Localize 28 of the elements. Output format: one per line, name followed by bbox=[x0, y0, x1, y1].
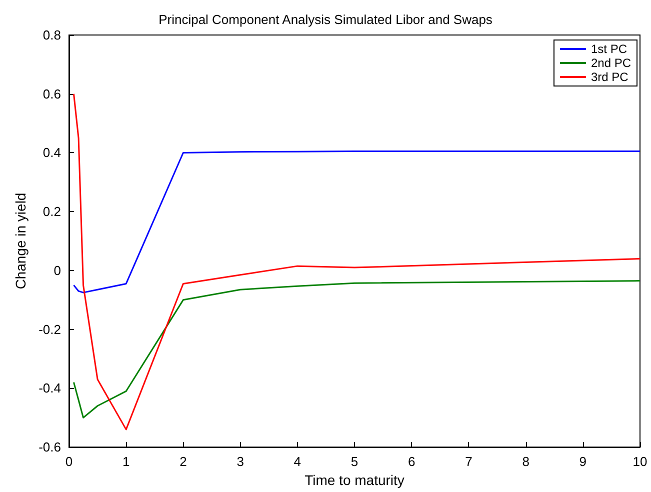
y-tick-label: 0.6 bbox=[42, 86, 61, 102]
line-series bbox=[72, 150, 641, 294]
x-tick-label: 8 bbox=[522, 454, 530, 470]
x-tick-label: 9 bbox=[579, 454, 587, 470]
x-tick-label: 6 bbox=[408, 454, 416, 470]
x-tick-label: 7 bbox=[465, 454, 472, 470]
x-tick-label: 4 bbox=[294, 454, 302, 470]
x-tick-label: 10 bbox=[632, 454, 648, 470]
y-tick-label: 0.4 bbox=[42, 145, 61, 160]
x-tick-label: 5 bbox=[350, 454, 358, 470]
line-series bbox=[72, 280, 641, 418]
legend-label: 3rd PC bbox=[590, 70, 629, 84]
y-axis-title: Change in yield bbox=[12, 192, 29, 290]
legend-label: 2nd PC bbox=[590, 56, 632, 70]
y-tick-label: -0.6 bbox=[38, 440, 61, 455]
legend-label: 1st PC bbox=[590, 42, 628, 56]
y-tick-label: -0.2 bbox=[38, 322, 61, 337]
y-tick-label: -0.4 bbox=[38, 380, 61, 396]
x-tick-label: 3 bbox=[236, 454, 244, 470]
x-tick-label: 2 bbox=[180, 454, 187, 470]
x-tick-label: 1 bbox=[122, 454, 130, 470]
y-tick-label: 0.8 bbox=[42, 28, 61, 42]
x-axis-title: Time to maturity bbox=[304, 472, 404, 488]
y-tick-label: 0 bbox=[54, 262, 61, 278]
line-series bbox=[72, 93, 641, 430]
chart-title: Principal Component Analysis Simulated Libor and Swaps bbox=[158, 12, 493, 27]
x-tick-label: 0 bbox=[65, 454, 73, 470]
y-tick-label: 0.2 bbox=[42, 204, 61, 220]
